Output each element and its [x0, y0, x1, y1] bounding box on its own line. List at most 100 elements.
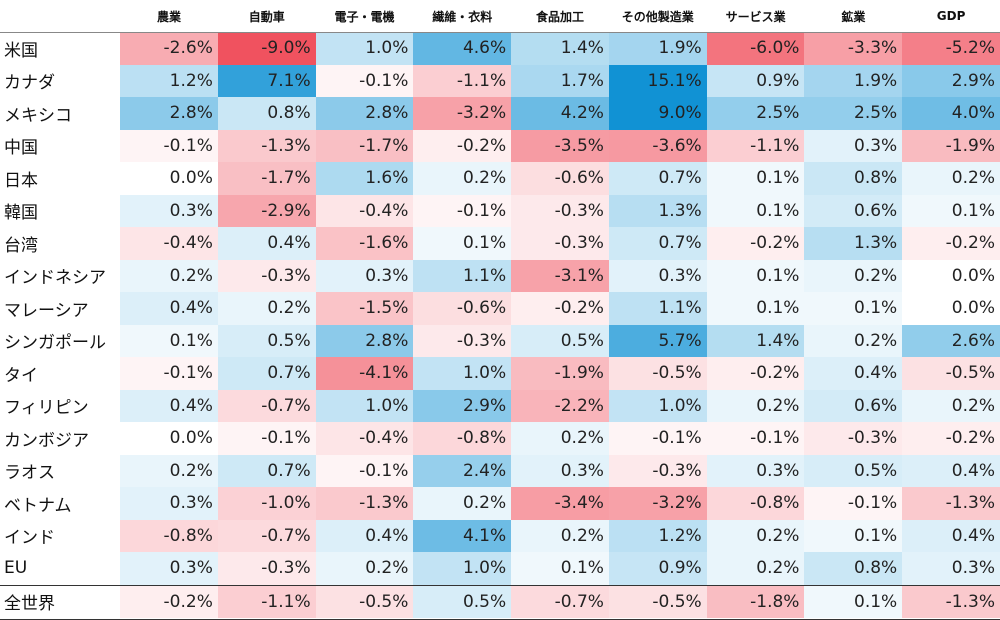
heatmap-cell: 0.5%	[511, 324, 609, 357]
heatmap-cell: 0.4%	[315, 519, 414, 552]
heatmap-cell: -0.8%	[413, 422, 512, 455]
heatmap-cell: 0.7%	[217, 454, 316, 487]
heatmap-cell: -0.6%	[511, 162, 609, 195]
heatmap-cell: 1.1%	[413, 259, 512, 292]
heatmap-cell: 1.9%	[608, 32, 707, 65]
heatmap-cell: 5.7%	[608, 324, 707, 357]
heatmap-cell: 0.4%	[902, 454, 1000, 487]
heatmap-cell: -0.1%	[706, 422, 805, 455]
heatmap-cell: -1.9%	[902, 129, 1000, 162]
table-row: 中国 -0.1% -1.3% -1.7% -0.2% -3.5% -3.6% -1.1% 0.3…	[0, 129, 1000, 162]
heatmap-cell: 0.7%	[608, 162, 707, 195]
row-label: 韓国	[4, 203, 38, 224]
heatmap-cell: -0.2%	[413, 129, 512, 162]
table-row: 日本 0.0% -1.7% 1.6% 0.2% -0.6% 0.7% 0.1% 0.8% 0.2%	[0, 162, 1000, 195]
heatmap-cell: -0.2%	[902, 422, 1000, 455]
heatmap-cell: 0.4%	[120, 292, 218, 325]
heatmap-cell: 0.7%	[217, 357, 316, 390]
heatmap-cell: -1.0%	[217, 487, 316, 520]
heatmap-cell: -1.1%	[413, 64, 512, 97]
column-header: 自動車	[248, 9, 285, 24]
table-row: カナダ 1.2% 7.1% -0.1% -1.1% 1.7% 15.1% 0.9% 1.9% 2.…	[0, 64, 1000, 97]
row-label: ラオス	[4, 463, 55, 484]
row-label: カナダ	[4, 73, 55, 94]
heatmap-cell: -0.6%	[413, 292, 512, 325]
heatmap-cell: 0.2%	[706, 519, 805, 552]
heatmap-cell: -0.2%	[706, 357, 805, 390]
heatmap-cell: -0.1%	[315, 454, 414, 487]
table-row: インド -0.8% -0.7% 0.4% 4.1% 0.2% 1.2% 0.2% 0.1% 0.4…	[0, 519, 1000, 552]
row-label: マレーシア	[4, 300, 89, 321]
heatmap-cell: 1.0%	[413, 552, 512, 585]
heatmap-cell: -5.2%	[902, 32, 1000, 65]
heatmap-cell: 0.3%	[902, 552, 1000, 585]
heatmap-cell: -1.3%	[217, 129, 316, 162]
heatmap-cell: -1.8%	[706, 584, 805, 618]
heatmap-cell: -0.1%	[315, 64, 414, 97]
heatmap-cell: 0.2%	[804, 324, 903, 357]
table-row: ベトナム 0.3% -1.0% -1.3% 0.2% -3.4% -3.2% -0.8% -0.…	[0, 487, 1000, 520]
heatmap-cell: 0.2%	[902, 162, 1000, 195]
heatmap-cell: 0.9%	[608, 552, 707, 585]
row-label: EU	[4, 558, 28, 579]
table-row: インドネシア 0.2% -0.3% 0.3% 1.1% -3.1% 0.3% 0.1% 0.2%…	[0, 259, 1000, 292]
heatmap-cell: -1.7%	[217, 162, 316, 195]
heatmap-cell: -0.3%	[217, 552, 316, 585]
column-header: 食品加工	[536, 9, 585, 24]
heatmap-cell: -3.1%	[511, 259, 609, 292]
heatmap-cell: 0.1%	[706, 292, 805, 325]
heatmap-cell: 0.3%	[120, 487, 218, 520]
heatmap-cell: 1.2%	[120, 64, 218, 97]
heatmap-cell: -0.5%	[608, 357, 707, 390]
heatmap-cell: 1.0%	[413, 357, 512, 390]
heatmap-cell: -0.4%	[120, 227, 218, 260]
heatmap-cell: 0.1%	[902, 194, 1000, 227]
table-row: カンボジア 0.0% -0.1% -0.4% -0.8% 0.2% -0.1% -0.1% -0…	[0, 422, 1000, 455]
heatmap-cell: 0.2%	[706, 552, 805, 585]
table-row: メキシコ 2.8% 0.8% 2.8% -3.2% 4.2% 9.0% 2.5% 2.5% 4.0…	[0, 97, 1000, 130]
heatmap-cell: 2.8%	[120, 97, 218, 130]
heatmap-cell: 0.1%	[804, 292, 903, 325]
row-label: タイ	[4, 365, 38, 386]
heatmap-cell: -0.5%	[608, 584, 707, 618]
table-row: ラオス 0.2% 0.7% -0.1% 2.4% 0.3% -0.3% 0.3% 0.5% 0.4…	[0, 454, 1000, 487]
heatmap-cell: -0.2%	[120, 584, 218, 618]
heatmap-cell: 0.1%	[413, 227, 512, 260]
heatmap-cell: -3.2%	[413, 97, 512, 130]
heatmap-cell: -0.1%	[804, 487, 903, 520]
heatmap-cell: -2.2%	[511, 389, 609, 422]
heatmap-cell: 1.4%	[706, 324, 805, 357]
heatmap-cell: 7.1%	[217, 64, 316, 97]
heatmap-cell: 1.0%	[315, 32, 414, 65]
heatmap-cell: -0.1%	[413, 194, 512, 227]
heatmap-cell: 0.6%	[804, 194, 903, 227]
heatmap-cell: 2.8%	[315, 97, 414, 130]
heatmap-cell: 1.6%	[315, 162, 414, 195]
heatmap-cell: -1.3%	[902, 584, 1000, 618]
heatmap-cell: -0.3%	[217, 259, 316, 292]
heatmap-cell: 0.3%	[120, 552, 218, 585]
heatmap-cell: 2.5%	[804, 97, 903, 130]
heatmap-cell: -1.3%	[315, 487, 414, 520]
heatmap-cell: 0.2%	[413, 487, 512, 520]
total-row: 全世界 -0.2% -1.1% -0.5% 0.5% -0.7% -0.5% -1.8% 0.1…	[0, 584, 1000, 618]
heatmap-cell: -0.2%	[511, 292, 609, 325]
table-row: タイ -0.1% 0.7% -4.1% 1.0% -1.9% -0.5% -0.2% 0.4% -…	[0, 357, 1000, 390]
heatmap-cell: 0.3%	[315, 259, 414, 292]
heatmap-cell: 0.2%	[804, 259, 903, 292]
heatmap-cell: 0.2%	[511, 422, 609, 455]
heatmap-cell: -6.0%	[706, 32, 805, 65]
heatmap-cell: 0.4%	[217, 227, 316, 260]
heatmap-cell: 0.3%	[804, 129, 903, 162]
heatmap-cell: 0.2%	[902, 389, 1000, 422]
heatmap-cell: -0.3%	[511, 194, 609, 227]
row-label: 全世界	[0, 584, 121, 618]
heatmap-cell: 0.1%	[706, 194, 805, 227]
heatmap-cell: 0.5%	[217, 324, 316, 357]
heatmap-cell: 1.7%	[511, 64, 609, 97]
row-label: ベトナム	[4, 495, 72, 516]
heatmap-cell: 0.2%	[413, 162, 512, 195]
heatmap-cell: 4.0%	[902, 97, 1000, 130]
heatmap-cell: -0.8%	[120, 519, 218, 552]
row-label: メキシコ	[4, 105, 72, 126]
